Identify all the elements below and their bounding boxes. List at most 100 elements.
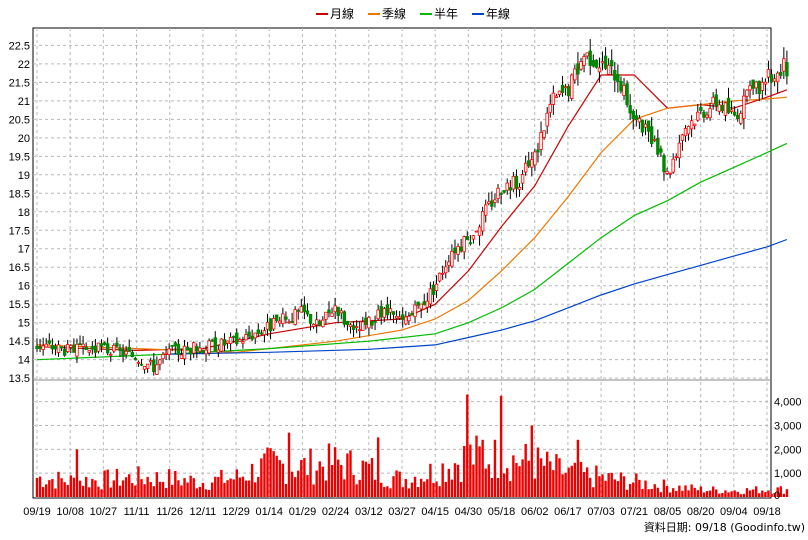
candle-body [653,138,657,141]
candle-body [502,190,506,193]
candle-body [287,321,291,324]
grid [33,28,771,498]
candle-body [121,350,125,357]
legend: 月線 季線 半年 年線 [316,6,510,21]
volume-bar [429,463,432,497]
volume-bar [512,455,515,497]
candle-body [600,61,605,64]
candle-body [772,78,777,82]
candle-body [643,123,648,128]
volume-bar [137,466,140,497]
x-tick-label: 08/20 [687,506,715,518]
volume-bar [678,485,681,497]
candle-body [314,319,319,326]
volume-bar [573,462,577,497]
candle-body [167,348,171,356]
volume-bar [115,468,119,497]
volume-bar [392,476,395,497]
candle-body [634,115,639,120]
volume-bar [730,491,733,497]
candle-body [124,350,128,355]
volume-bar [699,486,703,497]
volume-bar [303,457,306,497]
volume-bar [124,477,128,497]
candle-body [336,306,340,316]
candle-body [523,162,528,173]
volume-bar [536,447,540,497]
candle-body [677,142,682,159]
volume-bar [330,464,334,497]
candle-body [514,175,519,189]
volume-bar [622,476,626,497]
candle-body [622,85,626,96]
price-tick-label: 20.5 [9,114,30,126]
candle-body [434,283,439,291]
volume-bar [438,486,441,497]
volume-bar [45,484,48,497]
x-tick-label: 11/26 [156,506,183,518]
candle-body [318,320,322,327]
x-tick-label: 11/11 [124,506,150,518]
volume-bar [167,469,171,497]
candle-body [136,361,141,364]
volume-bar [644,480,647,497]
volume-bar [91,478,94,497]
volume-bar [447,468,451,497]
candle-body [760,81,765,91]
candle-body [75,343,79,357]
volume-bar [521,459,524,497]
volume-bar [632,482,635,497]
volume-bar [758,493,761,497]
candle-body [444,266,448,274]
candle-body [714,94,718,107]
volume-bar [214,476,217,497]
candle-body [155,364,159,375]
volume-bar [616,481,620,497]
x-tick-label: 03/27 [388,506,416,518]
candle-body [72,344,76,353]
volume-bar [558,458,561,497]
volume-bar [358,479,361,497]
volume-bar [589,477,592,497]
candle-body [505,182,509,191]
volume-tick-label: 0 [774,490,780,502]
volume-bar [419,478,423,497]
volume-bar [450,479,454,497]
candle-body [708,108,712,119]
volume-bar [711,486,715,497]
candle-body [247,331,251,337]
candle-body [41,345,45,350]
candle-body [102,342,107,346]
candle-body [198,347,202,352]
candle-body [130,351,134,358]
volume-bar [84,476,88,497]
candle-body [324,311,328,320]
volume-bar [210,482,214,497]
volume-bar [767,490,770,497]
candle-body [201,349,205,353]
price-tick-label: 18.5 [9,188,30,200]
volume-bar [340,465,343,497]
volume-bar [324,480,328,497]
volume-bar [671,488,675,497]
volume-bar [681,490,684,497]
volume-bar [426,479,429,497]
x-tick-label: 12/11 [190,506,217,518]
volume-bar [155,472,159,497]
volume-bar [715,489,718,497]
volume-bar [97,486,100,497]
volume-bar [315,470,318,497]
volume-bar [389,488,392,497]
x-tick-label: 03/12 [355,506,383,518]
volume-bar [407,488,411,497]
volume-bar [198,486,202,497]
candle-body [339,310,343,314]
volume-bar [754,486,758,497]
volume-bar [229,478,232,497]
candle-body [44,343,48,348]
volume-bar [761,490,764,497]
volume-bar [235,469,238,497]
volume-bar [570,465,573,497]
x-tick-label: 12/29 [222,506,250,518]
x-tick-label: 04/15 [421,506,449,518]
